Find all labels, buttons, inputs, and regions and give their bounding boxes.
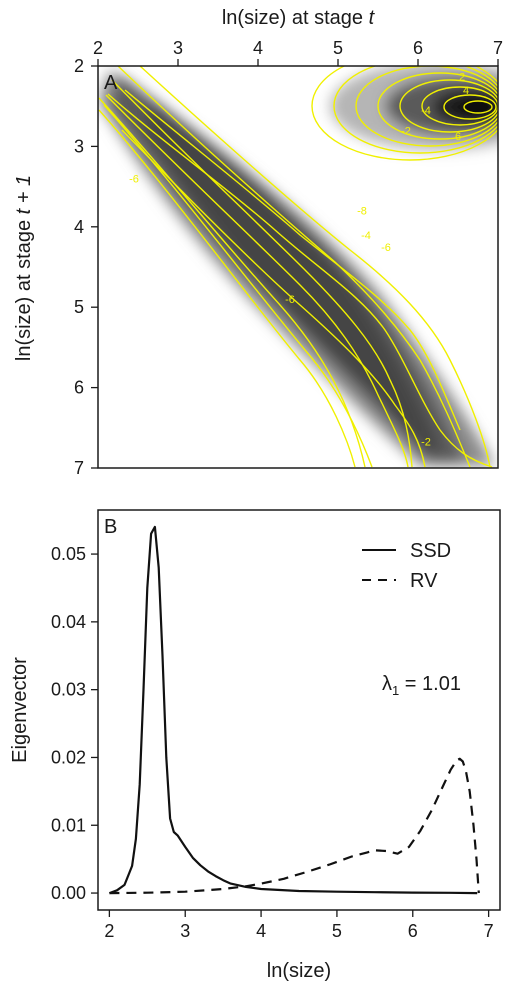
panel-b-xlabel: ln(size) — [267, 960, 331, 982]
x-tick-label: 6 — [408, 921, 418, 941]
contour-line — [355, 66, 498, 147]
x-tick-label: 7 — [484, 921, 494, 941]
contour-line — [139, 66, 491, 468]
panel-a-ylabel: ln(size) at stage t + 1 — [13, 175, 35, 361]
y-tick-label: 0.04 — [51, 612, 86, 632]
lambda-annotation: λ1 = 1.01 — [382, 673, 461, 698]
legend: SSD RV — [362, 540, 451, 592]
contour-label: -8 — [357, 206, 367, 218]
contour-label: 4 — [463, 85, 469, 97]
contour-label: -2 — [421, 436, 431, 448]
y-tick-label: 0.05 — [51, 544, 86, 564]
contour-label: -4 — [421, 105, 431, 117]
x-axis: 2 3 4 5 6 7 — [104, 910, 494, 941]
contour-label: -2 — [401, 125, 411, 137]
contour-line — [103, 104, 373, 468]
contour-label: -4 — [361, 230, 371, 242]
contour-line — [377, 72, 498, 140]
contour-label: 2 — [459, 71, 465, 83]
y-tick-label: 6 — [74, 378, 84, 398]
x-tick-label: 6 — [413, 38, 423, 58]
panel-a-label: A — [104, 72, 118, 94]
panel-b-ylabel: Eigenvector — [9, 657, 31, 763]
contour-line — [111, 79, 413, 468]
panel-a-xlabel: ln(size) at stage t — [222, 7, 376, 29]
x-tick-label: 2 — [104, 921, 114, 941]
y-axis: 2 3 4 5 6 7 — [74, 56, 98, 478]
x-tick-label: 3 — [173, 38, 183, 58]
contour-label: -6 — [129, 174, 139, 186]
contour-label: -6 — [381, 242, 391, 254]
y-tick-label: 5 — [74, 297, 84, 317]
contour-line — [98, 97, 366, 468]
y-tick-label: 2 — [74, 56, 84, 76]
y-tick-label: 0.02 — [51, 747, 86, 767]
contour-line — [421, 86, 498, 126]
contour-line — [333, 66, 498, 154]
contour-lines — [98, 66, 498, 468]
y-tick-label: 0.03 — [51, 680, 86, 700]
contour-line — [107, 93, 493, 468]
contour-labels: -8 -4 -6 -6 -6 -2 -4 -2 6 4 2 — [129, 71, 469, 448]
y-tick-label: 3 — [74, 136, 84, 156]
y-tick-label: 4 — [74, 217, 84, 237]
contour-line — [463, 100, 493, 114]
contour-line — [311, 66, 498, 161]
series-line-rv — [109, 757, 480, 895]
contour-line — [98, 109, 356, 468]
contour-line — [124, 89, 461, 431]
x-tick-label: 4 — [256, 921, 266, 941]
contour-label: 6 — [455, 131, 461, 143]
x-tick-label: 5 — [332, 921, 342, 941]
contour-line — [399, 79, 498, 133]
legend-label-rv: RV — [410, 570, 438, 592]
y-tick-label: 7 — [74, 458, 84, 478]
panel-b: B 2 3 4 5 6 7 0.00 0.01 0.02 0.03 0.04 0.05 SSD RV… — [9, 509, 501, 982]
x-tick-label: 4 — [253, 38, 263, 58]
x-tick-label: 2 — [93, 38, 103, 58]
contour-line — [443, 94, 497, 120]
series-lines — [109, 525, 480, 895]
panel-b-label: B — [104, 516, 117, 538]
contour-label: -6 — [285, 294, 295, 306]
x-tick-label: 5 — [333, 38, 343, 58]
contour-line — [117, 66, 471, 468]
heatmap-field — [98, 66, 498, 468]
series-line-ssd — [109, 525, 478, 895]
contour-line — [105, 94, 409, 468]
x-tick-label: 7 — [493, 38, 503, 58]
x-axis-top: 2 3 4 5 6 7 — [93, 38, 503, 66]
contour-line — [121, 129, 426, 468]
panel-a: -8 -4 -6 -6 -6 -2 -4 -2 6 4 2 A 2 3 4 5 6 7 2 3 4 5 6 7 ln(s… — [13, 7, 503, 478]
x-tick-label: 3 — [180, 921, 190, 941]
y-tick-label: 0.00 — [51, 883, 86, 903]
legend-label-ssd: SSD — [410, 540, 451, 562]
y-axis: 0.00 0.01 0.02 0.03 0.04 0.05 — [51, 544, 98, 903]
y-tick-label: 0.01 — [51, 815, 86, 835]
